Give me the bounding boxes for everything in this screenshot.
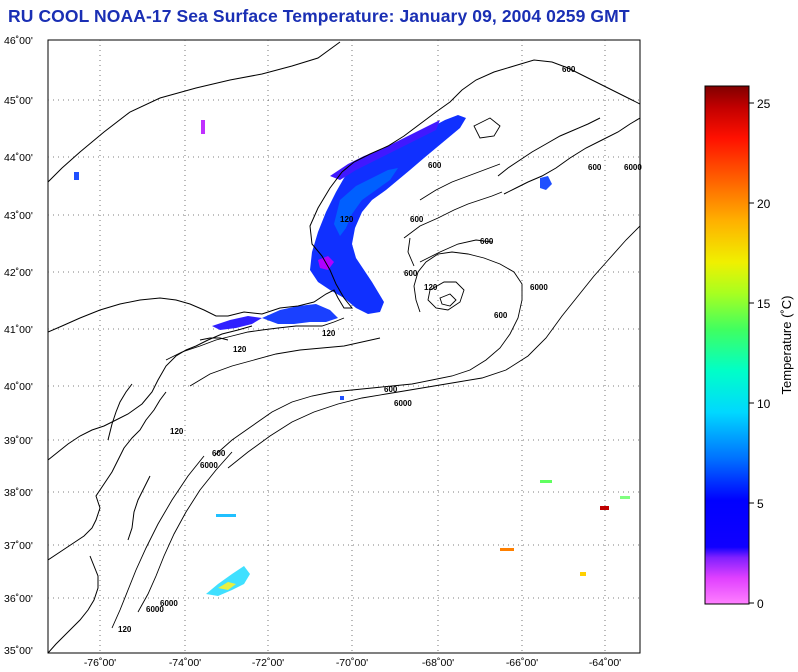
latitude-label: 40˚00' — [4, 381, 33, 393]
isobath-label: 600 — [480, 237, 494, 246]
colorbar-tick-label: 5 — [757, 497, 764, 511]
map-frame — [47, 39, 641, 654]
offshore-warm-patch — [206, 566, 250, 596]
isobath-label: 600 — [410, 215, 424, 224]
southern-new-england-sst — [262, 304, 338, 324]
latitude-label: 42˚00' — [4, 267, 33, 279]
latitude-label: 37˚00' — [4, 540, 33, 552]
longitude-label: -64˚00' — [589, 657, 621, 669]
isobath-label: 6000 — [530, 283, 548, 292]
isobath-label: 600 — [562, 65, 576, 74]
colorbar-gradient — [704, 85, 750, 605]
latitude-label: 43˚00' — [4, 210, 33, 222]
latitude-label: 45˚00' — [4, 95, 33, 107]
isobath-label: 6000 — [160, 599, 178, 608]
latitude-label: 44˚00' — [4, 152, 33, 164]
coastline — [48, 41, 640, 653]
colorbar-tick-label: 15 — [757, 297, 771, 311]
maine-coast-cold — [330, 120, 440, 180]
blue-speck-2 — [340, 396, 344, 400]
green-speck-2 — [620, 496, 630, 499]
colorbar-tick-label: 20 — [757, 197, 771, 211]
map-title: RU COOL NOAA-17 Sea Surface Temperature:… — [8, 6, 630, 26]
isobath-labels: 120 600 6000 120 600 6000 600 6000 120 6… — [118, 65, 642, 634]
colorbar-tick-label: 10 — [757, 397, 771, 411]
blue-speck-1 — [74, 172, 79, 180]
longitude-label: -70˚00' — [336, 657, 368, 669]
isobath-label: 120 — [322, 329, 336, 338]
sst-imagery — [74, 115, 630, 596]
isobath-label: 600 — [494, 311, 508, 320]
nova-scotia-sst — [540, 176, 552, 190]
isobath-label: 120 — [118, 625, 132, 634]
isobath-label: 120 — [170, 427, 184, 436]
isobath-label: 120 — [233, 345, 247, 354]
longitude-label: -68˚00' — [422, 657, 454, 669]
latitude-label: 39˚00' — [4, 435, 33, 447]
isobath-label: 600 — [212, 449, 226, 458]
magenta-speck-1 — [201, 120, 205, 134]
latitude-label: 36˚00' — [4, 593, 33, 605]
longitude-label: -72˚00' — [252, 657, 284, 669]
green-speck-1 — [540, 480, 552, 483]
gulf-of-maine-sst — [310, 115, 466, 314]
red-speck-1 — [600, 506, 609, 510]
orange-speck-1 — [500, 548, 514, 551]
gulf-of-maine-warm — [334, 168, 398, 236]
isobath-label: 120 — [424, 283, 438, 292]
longitude-label: -74˚00' — [169, 657, 201, 669]
isobath-label: 6000 — [394, 399, 412, 408]
colorbar: 25 20 15 10 5 0 Temperature (˚C) — [704, 85, 794, 611]
offshore-warm-patch-yellow — [218, 582, 236, 590]
isobath-label: 600 — [384, 385, 398, 394]
latitude-label: 35˚00' — [4, 645, 33, 657]
colorbar-title: Temperature (˚C) — [779, 296, 794, 395]
latitude-label: 38˚00' — [4, 487, 33, 499]
colorbar-tick-label: 25 — [757, 97, 771, 111]
colorbar-tick-label: 0 — [757, 597, 764, 611]
isobath-label: 600 — [404, 269, 418, 278]
longitude-label: -66˚00' — [506, 657, 538, 669]
isobath-label: 600 — [588, 163, 602, 172]
isobath-label: 120 — [340, 215, 354, 224]
longitude-label: -76˚00' — [84, 657, 116, 669]
isobath-label: 6000 — [146, 605, 164, 614]
isobath-label: 6000 — [624, 163, 642, 172]
latitude-label: 41˚00' — [4, 324, 33, 336]
long-island-sound-sst — [212, 316, 262, 330]
latitude-axis: 46˚00' 45˚00' 44˚00' 43˚00' 42˚00' 41˚00… — [4, 35, 33, 657]
yellow-speck-1 — [580, 572, 586, 576]
latitude-label: 46˚00' — [4, 35, 33, 47]
isobath-label: 600 — [428, 161, 442, 170]
isobaths — [111, 117, 640, 629]
cyan-speck-1 — [216, 514, 236, 517]
isobath-label: 6000 — [200, 461, 218, 470]
longitude-axis: -76˚00' -74˚00' -72˚00' -70˚00' -68˚00' … — [84, 657, 621, 669]
